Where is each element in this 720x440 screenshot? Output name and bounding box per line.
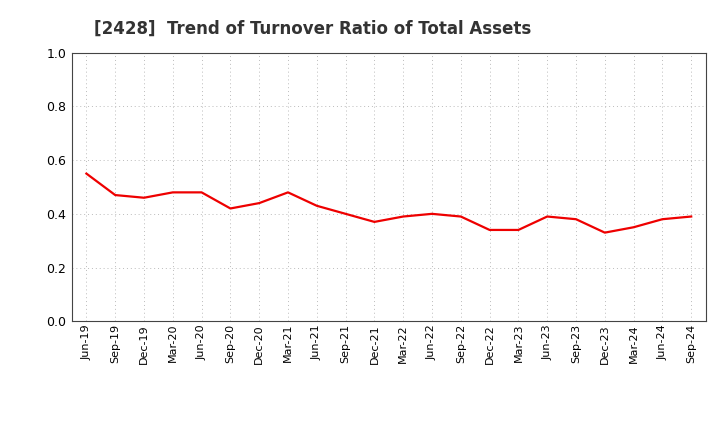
- Text: [2428]  Trend of Turnover Ratio of Total Assets: [2428] Trend of Turnover Ratio of Total …: [94, 20, 531, 38]
